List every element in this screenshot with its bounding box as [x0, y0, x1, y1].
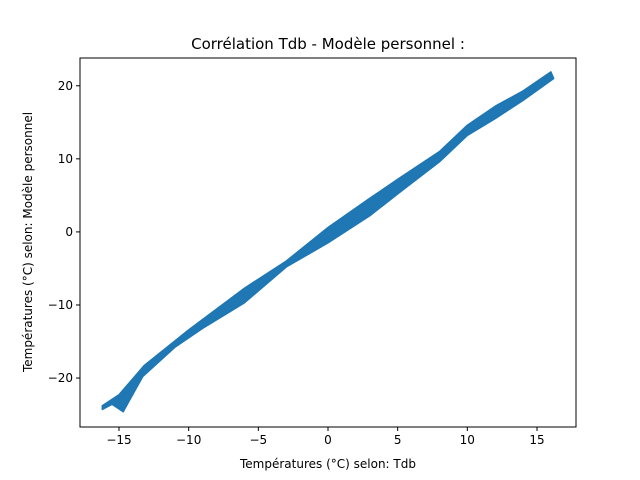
y-axis-label: Températures (°C) selon: Modèle personne…	[21, 112, 35, 373]
x-axis-label: Températures (°C) selon: Tdb	[239, 457, 416, 471]
x-tick-label: 10	[460, 433, 475, 447]
x-axis: −15 −10 −5 0 5 10 15	[106, 427, 545, 447]
x-tick-label: −15	[106, 433, 131, 447]
plot-area	[101, 71, 555, 413]
series-line-0	[101, 71, 555, 413]
x-tick-label: −10	[176, 433, 201, 447]
y-tick-label: 20	[58, 79, 73, 93]
x-tick-label: 5	[394, 433, 402, 447]
y-tick-label: −20	[48, 371, 73, 385]
chart-title: Corrélation Tdb - Modèle personnel :	[191, 35, 465, 53]
y-axis: −20 −10 0 10 20	[48, 79, 80, 385]
x-tick-label: 0	[324, 433, 332, 447]
y-tick-label: 0	[65, 225, 73, 239]
y-tick-label: −10	[48, 298, 73, 312]
y-tick-label: 10	[58, 152, 73, 166]
x-tick-label: −5	[249, 433, 267, 447]
x-tick-label: 15	[529, 433, 544, 447]
